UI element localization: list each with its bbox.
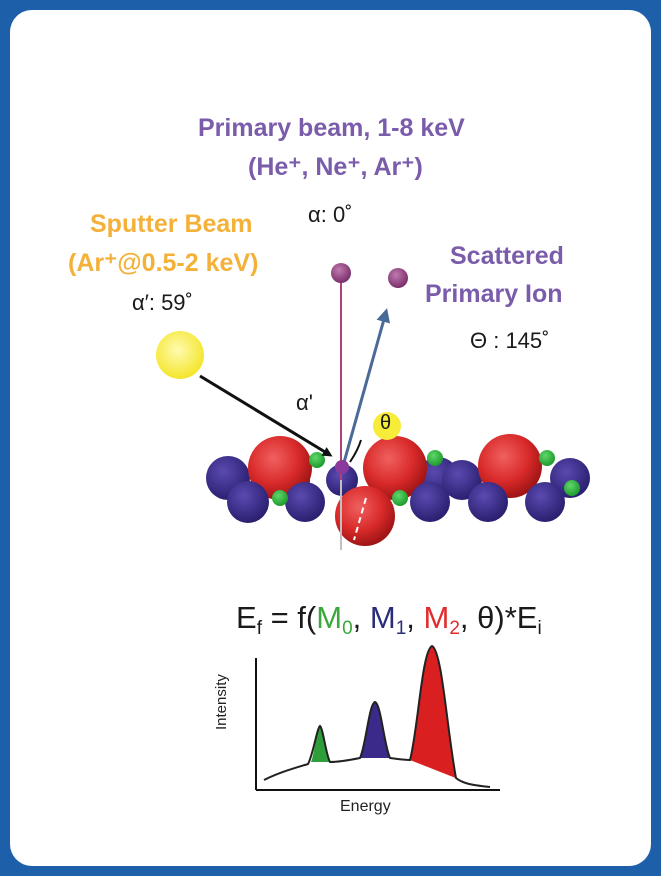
- spectrum-ylabel: Intensity: [213, 674, 230, 730]
- scattered-ion-title: Scattered: [450, 242, 564, 270]
- spectrum-curve: [263, 644, 491, 788]
- blue-atom: [468, 482, 508, 522]
- theta-label: θ: [380, 412, 392, 434]
- primary-beam-ions: (He⁺, Ne⁺, Ar⁺): [248, 153, 423, 181]
- scattered-ion: [388, 268, 408, 288]
- red-atom: [335, 486, 395, 546]
- peak-m1: [360, 702, 390, 758]
- scattered-ion-arrow: [341, 308, 391, 467]
- blue-atom: [227, 481, 269, 523]
- equation-lhs-sub: f: [256, 618, 262, 639]
- sputter-beam-energy: (Ar⁺@0.5-2 keV): [68, 249, 259, 277]
- green-atom: [564, 480, 580, 496]
- sputter-beam-title: Sputter Beam: [90, 210, 253, 238]
- red-atom: [363, 436, 427, 500]
- peak-m2: [410, 646, 476, 786]
- red-atom: [248, 436, 312, 500]
- equation-m0: M0: [316, 600, 353, 639]
- equation-func: = f(: [261, 600, 317, 635]
- sputter-beam-ball: [156, 331, 204, 379]
- scattering-diagram: [156, 263, 590, 791]
- green-atom: [392, 490, 408, 506]
- diagram-card: Primary beam, 1-8 keV (He⁺, Ne⁺, Ar⁺) α:…: [10, 10, 651, 866]
- spectrum-xlabel: Energy: [340, 798, 391, 815]
- green-atom: [427, 450, 443, 466]
- blue-atom: [410, 482, 450, 522]
- primary-beam-title: Primary beam, 1-8 keV: [198, 114, 465, 142]
- spectrum-plot: [255, 644, 500, 791]
- equation-m2: M2: [423, 600, 460, 639]
- peak-m0: [311, 726, 329, 762]
- sputter-beam-angle: α′: 59˚: [132, 290, 193, 315]
- primary-beam-angle: α: 0˚: [308, 202, 353, 227]
- theta-arc: [349, 439, 362, 463]
- equation-lhs: E: [236, 600, 257, 635]
- equation-m1: M1: [369, 600, 407, 639]
- equation-sep: ,: [352, 600, 370, 635]
- scattered-ion-subtitle: Primary Ion: [425, 280, 563, 308]
- blue-atom: [285, 482, 325, 522]
- equation-sep: ,: [406, 600, 424, 635]
- atom-lattice: [206, 434, 590, 546]
- scattered-ion-angle: Θ : 145˚: [470, 328, 550, 353]
- equation-tail: , θ)*E: [459, 600, 538, 635]
- primary-ion: [331, 263, 351, 283]
- blue-atom: [525, 482, 565, 522]
- green-atom: [272, 490, 288, 506]
- sputter-beam-arrow: [199, 374, 333, 457]
- energy-equation: Ef = f(M0, M1, M2, θ)*Ei: [236, 600, 542, 640]
- theta-highlight: [373, 412, 401, 440]
- red-atom: [478, 434, 542, 498]
- green-atom: [539, 450, 555, 466]
- impact-atom: [335, 460, 349, 474]
- green-atom: [309, 452, 325, 468]
- alpha-prime-label: α': [296, 390, 313, 415]
- equation-tail-sub: i: [537, 618, 542, 639]
- dashed-line: [353, 497, 367, 541]
